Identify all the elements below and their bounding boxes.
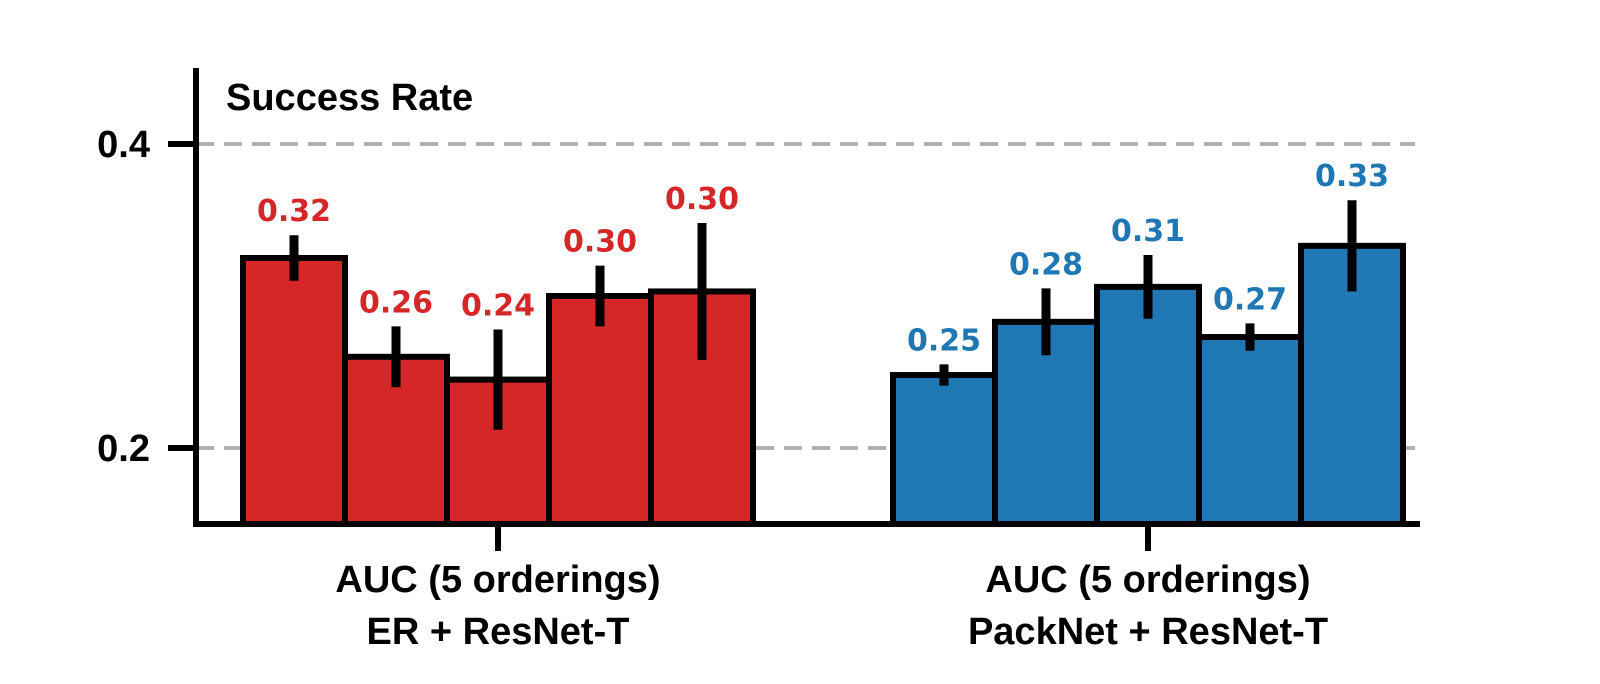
x-tick-label: ER + ResNet-T (367, 611, 630, 653)
bar-value-label: 0.31 (1111, 214, 1185, 249)
bar (1298, 242, 1406, 527)
bar (890, 372, 998, 528)
bar-value-label: 0.30 (665, 182, 739, 217)
bar-value-label: 0.27 (1213, 282, 1287, 317)
bar (546, 293, 654, 527)
y-ticks: 0.2 0.4 (97, 124, 196, 470)
x-ticks: AUC (5 orderings) ER + ResNet-T AUC (5 ord… (335, 524, 1328, 653)
bar-value-label: 0.25 (907, 323, 981, 358)
bar-value-label: 0.24 (461, 288, 535, 323)
y-axis-label: Success Rate (226, 77, 473, 119)
x-tick-label: AUC (5 orderings) (985, 559, 1310, 601)
y-tick-label: 0.4 (97, 124, 150, 166)
bar-value-label: 0.28 (1009, 247, 1083, 282)
bar-value-label: 0.26 (359, 285, 433, 320)
y-tick-label: 0.2 (97, 428, 150, 470)
bars: 0.32 0.26 0.24 0.30 0.30 0.25 0.28 0.31 0.27 0.33 (240, 159, 1406, 528)
bar-value-label: 0.30 (563, 225, 637, 260)
bar-value-label: 0.33 (1315, 159, 1389, 194)
bar (1094, 283, 1202, 527)
x-tick-label: AUC (5 orderings) (335, 559, 660, 601)
bar (240, 255, 348, 527)
bar (1196, 334, 1304, 528)
bar-value-label: 0.32 (257, 194, 331, 229)
x-tick-label: PackNet + ResNet-T (968, 611, 1328, 653)
